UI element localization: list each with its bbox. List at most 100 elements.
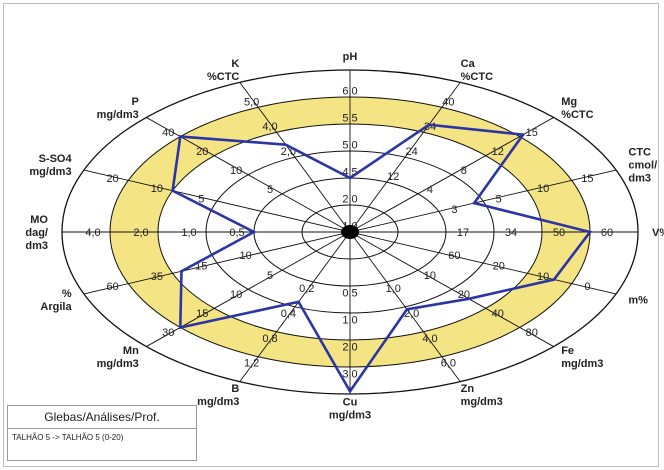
tick-label: 12	[387, 171, 399, 183]
legend: Glebas/Análises/Prof. TALHÃO 5 -> TALHÃO…	[7, 405, 197, 461]
tick-label: 5,0	[342, 140, 357, 152]
tick-label: 60	[601, 227, 613, 239]
tick-label: 10	[230, 165, 242, 177]
tick-label: 10	[537, 183, 549, 195]
center-dot	[341, 225, 359, 239]
tick-label: 35	[151, 271, 163, 283]
tick-label: 3,0	[342, 369, 357, 381]
data-point	[552, 278, 556, 281]
tick-label: 4,0	[422, 333, 437, 345]
axis-label: Cu mg/dm3	[329, 397, 371, 422]
tick-label: 2,0	[342, 194, 357, 206]
tick-label: 40	[492, 308, 504, 320]
axis-label: MO dag/dm3	[25, 214, 48, 252]
tick-label: 10	[230, 289, 242, 301]
data-point	[348, 176, 352, 180]
data-point	[178, 135, 182, 138]
tick-label: 40	[162, 127, 174, 139]
axis-label: K %CTC	[207, 58, 239, 83]
spoke	[356, 233, 617, 295]
tick-label: 0,5	[342, 288, 357, 300]
axis-label: m%	[628, 294, 648, 306]
spoke	[356, 169, 617, 231]
tick-label: 24	[405, 146, 417, 158]
tick-label: 2,0	[404, 308, 419, 320]
legend-item: TALHÃO 5 -> TALHÃO 5 (0-20)	[12, 433, 124, 442]
chart-frame	[3, 3, 659, 467]
tick-label: 20	[196, 146, 208, 158]
tick-label: 0,8	[262, 333, 277, 345]
axis-label: V%	[652, 227, 664, 239]
tick-label: 4	[427, 184, 433, 196]
spoke	[354, 234, 554, 347]
spoke	[239, 82, 348, 229]
tick-label: 4,0	[85, 227, 100, 239]
data-point	[252, 230, 256, 234]
tick-label: 50	[553, 227, 565, 239]
axis-label: Mg %CTC	[561, 96, 593, 121]
spoke	[239, 235, 348, 382]
axis-label: pH	[343, 51, 358, 63]
tick-label: 5,0	[244, 96, 259, 108]
tick-label: 10	[151, 183, 163, 195]
tick-label: 10	[239, 250, 251, 262]
tick-label: 2,0	[342, 342, 357, 354]
tick-label: 1,0	[181, 227, 196, 239]
tick-label: 15	[581, 173, 593, 185]
data-point	[348, 390, 352, 393]
tick-label: 3	[451, 204, 457, 216]
axis-label: CTC cmol/dm3	[628, 147, 657, 185]
tick-label: 80	[526, 327, 538, 339]
tick-label: 5,5	[342, 113, 357, 125]
data-point	[171, 189, 174, 192]
tick-label: 5	[267, 184, 273, 196]
data-point	[467, 297, 471, 301]
axis-label: Mn mg/dm3	[97, 345, 139, 370]
tick-label: 15	[196, 308, 208, 320]
tick-label: 0,4	[281, 308, 296, 320]
tick-label: 1,0	[342, 315, 357, 327]
data-point	[284, 143, 288, 146]
tick-label: 10	[537, 271, 549, 283]
data-point	[405, 308, 409, 311]
axis-label: S-SO4 mg/dm3	[29, 153, 72, 178]
axis-label: Zn mg/dm3	[461, 383, 503, 408]
tick-label: 0,2	[299, 283, 314, 295]
tick-label: 20	[106, 173, 118, 185]
tick-label: 1,0	[386, 283, 401, 295]
axis-label: Ca %CTC	[461, 58, 493, 83]
data-point	[178, 326, 182, 329]
series-layer	[171, 123, 593, 394]
axis-label: % Argila	[40, 288, 72, 313]
data-point	[427, 123, 431, 127]
center-layer	[341, 225, 359, 239]
axis-label: Fe mg/dm3	[561, 345, 603, 370]
tick-label: 6,0	[342, 86, 357, 98]
data-point	[588, 230, 592, 234]
tick-label: 1,2	[244, 358, 259, 370]
spoke-layer	[62, 70, 638, 394]
tick-label: 2,0	[133, 227, 148, 239]
data-point	[180, 269, 183, 273]
tick-label: 60	[448, 250, 460, 262]
tick-label: 8	[461, 165, 467, 177]
tick-label: 30	[162, 327, 174, 339]
tick-label: 40	[442, 96, 454, 108]
spoke	[83, 233, 344, 295]
legend-divider	[8, 428, 196, 429]
tick-label: 20	[493, 260, 505, 272]
spoke	[83, 169, 344, 231]
data-point	[297, 300, 300, 304]
tick-label: 4,0	[262, 121, 277, 133]
tick-label: 5	[198, 194, 204, 206]
tick-label: 0	[584, 281, 590, 293]
tick-label: 12	[492, 146, 504, 158]
tick-label: 60	[106, 281, 118, 293]
tick-label: 5	[267, 270, 273, 282]
tick-label: 15	[526, 127, 538, 139]
legend-title: Glebas/Análises/Prof.	[44, 410, 160, 424]
